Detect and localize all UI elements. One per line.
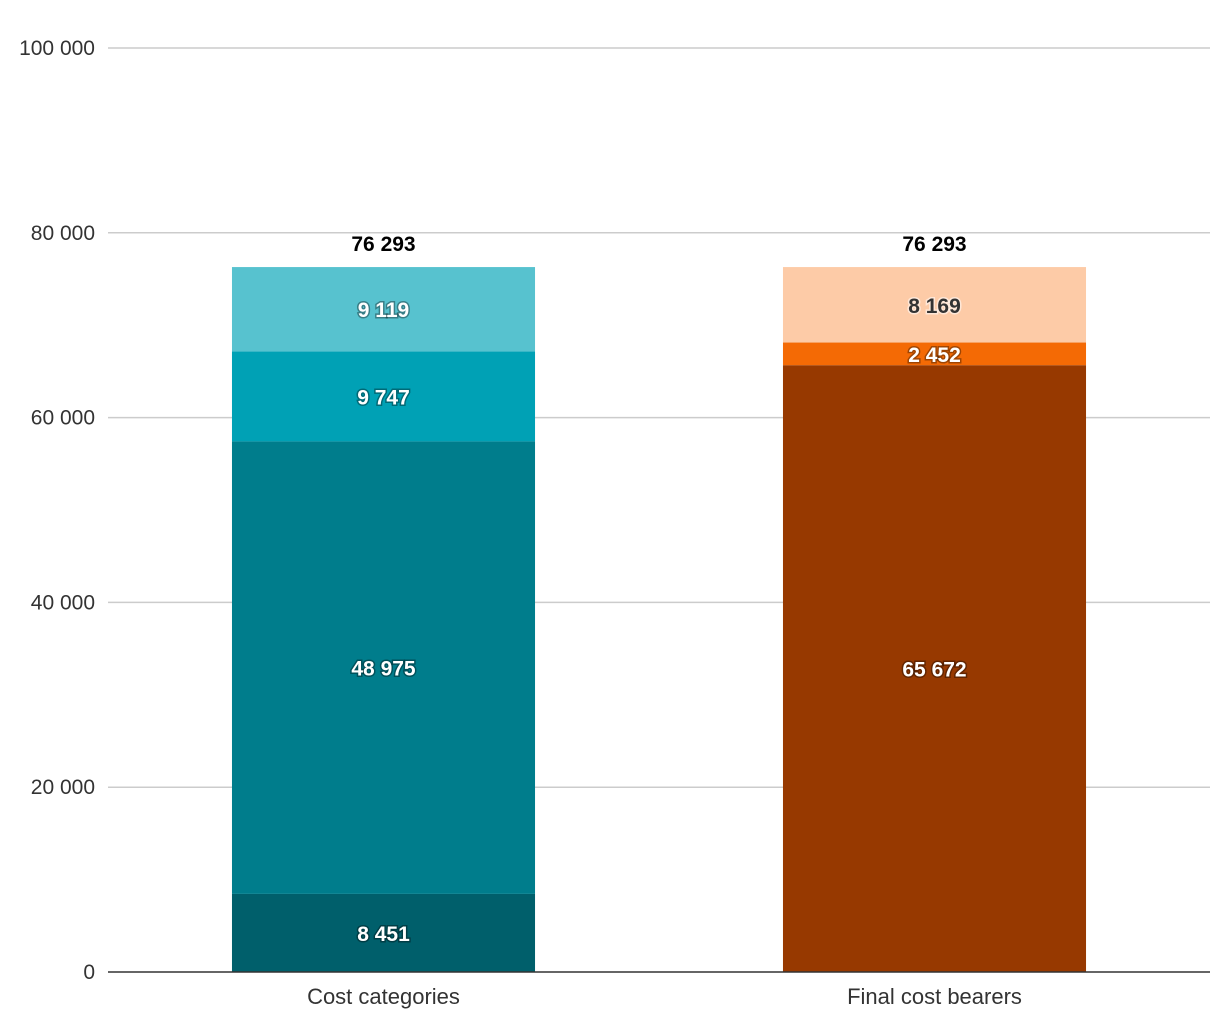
segment-value-label: 8 169	[908, 295, 961, 318]
bar-segment	[231, 351, 536, 442]
x-axis-category-labels: Cost categories Final cost bearers	[307, 984, 1022, 1009]
stack-total-label: 76 293	[902, 233, 966, 256]
y-tick-label: 80 000	[31, 222, 95, 245]
bar-segment	[782, 365, 1087, 972]
bar-segment	[782, 342, 1087, 366]
y-tick-label: 100 000	[19, 37, 95, 60]
segment-value-label: 65 672	[902, 659, 966, 682]
total-labels: 76 293 76 293	[351, 233, 966, 256]
y-axis-tick-labels: 0 20 000 40 000 60 000 80 000 100 000	[19, 37, 95, 984]
stack-total-label: 76 293	[351, 233, 415, 256]
segment-value-label: 9 119	[358, 299, 409, 322]
y-tick-label: 40 000	[31, 591, 95, 614]
bar-segment	[231, 267, 536, 352]
y-tick-label: 20 000	[31, 776, 95, 799]
bar-segment	[231, 893, 536, 972]
segment-value-label: 8 451	[357, 923, 410, 946]
segment-value-label: 48 975	[351, 658, 416, 681]
bar-segment	[231, 441, 536, 894]
segment-value-label: 9 747	[357, 386, 410, 409]
y-tick-label: 0	[83, 961, 95, 984]
x-category-label: Cost categories	[307, 984, 460, 1009]
bars	[231, 267, 1087, 972]
bar-segment	[782, 267, 1087, 343]
x-category-label: Final cost bearers	[847, 984, 1022, 1009]
y-tick-label: 60 000	[31, 407, 95, 430]
segment-labels: 8 451 48 975 9 747 9 119 65 672 2 452 8 169	[350, 293, 968, 947]
segment-value-label: 2 452	[908, 344, 961, 367]
